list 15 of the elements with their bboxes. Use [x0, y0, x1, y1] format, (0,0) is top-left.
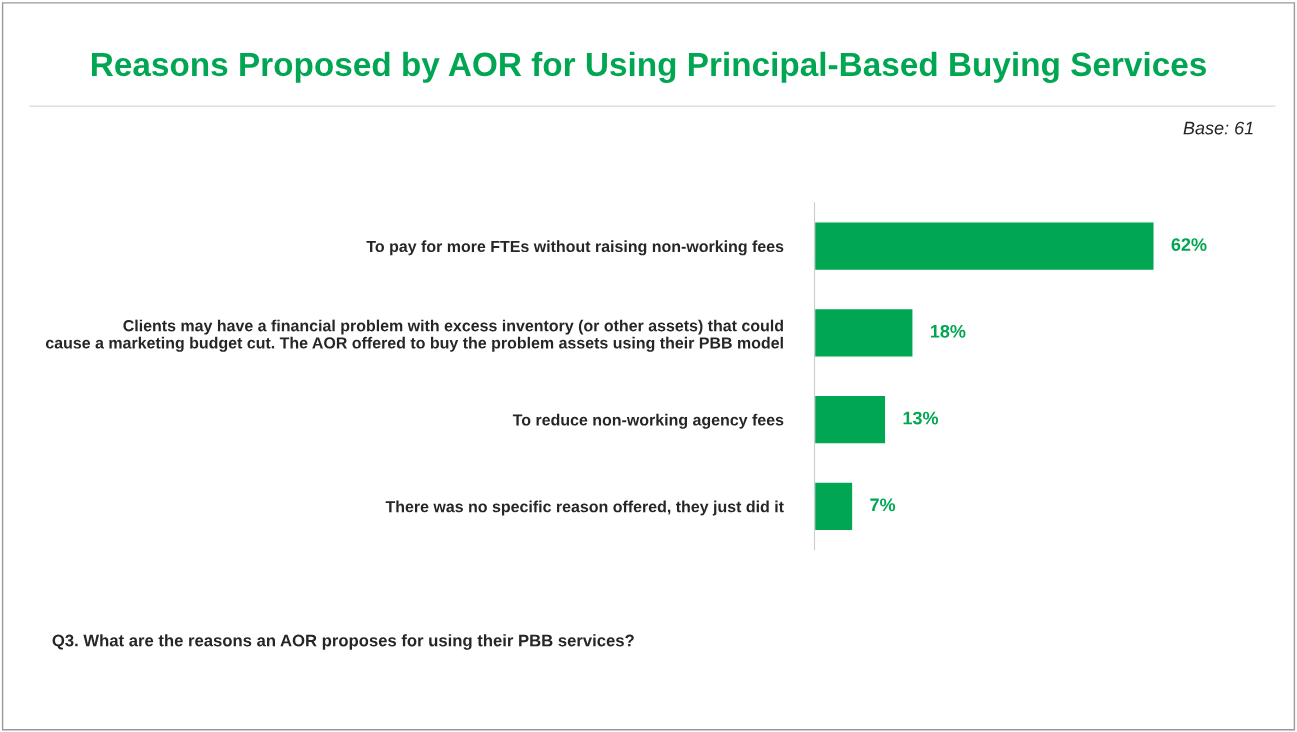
bar — [814, 307, 914, 358]
y-tick-label: To reduce non-working agency fees — [512, 413, 784, 429]
bar — [814, 481, 854, 532]
data-label: 13% — [903, 411, 939, 425]
y-tick-label: There was no specific reason offered, they just did it — [385, 500, 784, 516]
data-label: 7% — [870, 498, 896, 512]
data-label: 18% — [930, 324, 966, 338]
bar — [814, 221, 1155, 272]
bar — [814, 394, 887, 445]
data-label: 62% — [1171, 238, 1207, 251]
text: Q3. What are the reasons an AOR proposes for using their PBB services? — [52, 634, 634, 650]
y-tick-label: Clients may have a financial problem with excess inventory (or other assets) that could cause a marketing budget cut. The AOR offered to buy the problem assets using their PBB model — [45, 319, 783, 352]
text: Base: 61 — [1183, 121, 1253, 135]
y-tick-label: To pay for more FTEs without raising non-working fees — [366, 240, 784, 256]
chart-title: Reasons Proposed by AOR for Using Principal-Based Buying Services — [91, 51, 1206, 83]
